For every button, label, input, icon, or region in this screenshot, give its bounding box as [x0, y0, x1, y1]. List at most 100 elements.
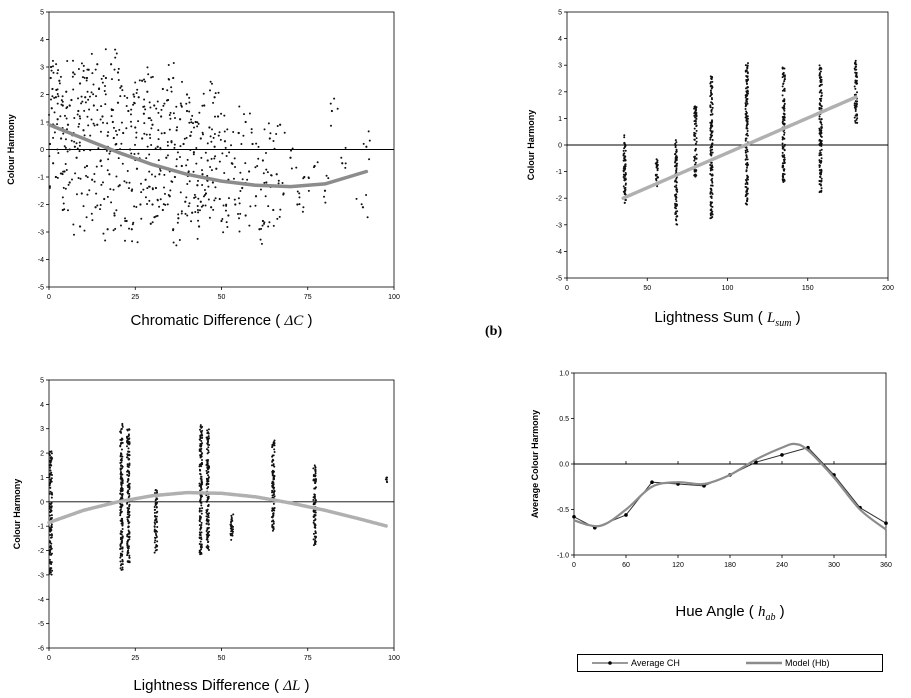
data-point [746, 175, 749, 178]
data-point [368, 139, 371, 142]
data-point [153, 521, 156, 524]
data-point [114, 48, 117, 51]
data-point [199, 501, 202, 504]
data-point [272, 502, 275, 505]
data-point [254, 195, 258, 198]
model-curve [47, 490, 389, 528]
data-point [180, 212, 183, 215]
data-point [854, 100, 857, 103]
data-point [119, 519, 122, 522]
data-point [153, 551, 156, 554]
data-point [674, 193, 677, 196]
data-point [103, 89, 106, 92]
data-point [126, 535, 129, 538]
data-point [127, 529, 130, 532]
data-point [48, 546, 51, 549]
data-point [121, 566, 124, 569]
data-point [168, 128, 171, 131]
data-point [85, 216, 88, 219]
data-point [66, 59, 69, 62]
data-point [694, 142, 697, 145]
data-point [856, 91, 859, 94]
data-point [674, 139, 677, 142]
data-point [656, 185, 659, 188]
data-point [80, 95, 83, 98]
data-point [200, 478, 203, 481]
data-point [782, 175, 785, 178]
data-point [120, 505, 123, 508]
data-point [855, 65, 858, 68]
data-point [115, 175, 118, 178]
data-point [711, 184, 714, 187]
data-point [206, 541, 209, 544]
data-point [63, 208, 66, 211]
y-tick-label: 0.0 [559, 462, 569, 469]
data-point [206, 513, 209, 516]
data-point [54, 175, 58, 179]
data-point [195, 147, 198, 150]
data-point [314, 540, 317, 543]
data-point [312, 467, 315, 470]
data-point [127, 551, 130, 554]
data-point [188, 110, 191, 113]
data-point [263, 221, 266, 224]
data-point [709, 75, 712, 78]
x-tick-label: 60 [622, 562, 630, 569]
data-point [745, 90, 748, 93]
data-point [200, 521, 203, 524]
data-point [782, 99, 785, 102]
data-point [155, 515, 158, 518]
data-point [747, 163, 750, 166]
data-point [94, 68, 97, 71]
data-point [206, 142, 209, 145]
data-point [340, 156, 343, 159]
data-point [695, 129, 698, 132]
data-point [119, 514, 122, 517]
data-point [120, 476, 123, 479]
data-point [820, 179, 823, 182]
data-point [745, 181, 748, 184]
data-point [148, 153, 151, 156]
data-point [135, 167, 139, 170]
data-point [819, 104, 822, 107]
data-point [56, 176, 59, 179]
data-point [695, 124, 698, 127]
data-point [103, 197, 106, 201]
data-point [205, 483, 208, 486]
data-point [50, 107, 53, 110]
data-point [169, 117, 172, 120]
data-point [819, 76, 822, 79]
data-point [199, 516, 202, 519]
data-point [61, 104, 64, 107]
data-point [746, 129, 749, 132]
data-point [747, 78, 750, 81]
data-point [188, 96, 191, 99]
y-tick-label: -2 [38, 548, 44, 555]
data-point [313, 503, 316, 506]
y-tick-label: 4 [40, 402, 44, 409]
data-point [745, 133, 748, 136]
data-point [854, 109, 857, 112]
data-point [783, 131, 786, 134]
data-point [248, 170, 251, 173]
series-point-average-ch [624, 513, 628, 517]
data-point [622, 153, 625, 156]
x-tick-label: 0 [47, 655, 51, 662]
data-point [131, 240, 134, 243]
data-point [654, 173, 657, 176]
data-point [675, 207, 678, 210]
data-point [819, 183, 822, 186]
data-point [101, 81, 104, 84]
data-point [312, 544, 315, 547]
data-point [137, 96, 140, 99]
data-point [745, 137, 748, 140]
data-point [206, 452, 209, 455]
data-point [205, 477, 208, 480]
data-point [746, 158, 749, 161]
data-point [66, 123, 70, 126]
data-point [50, 553, 53, 556]
data-point [93, 172, 96, 175]
data-point [163, 102, 166, 105]
data-point [255, 142, 258, 145]
data-point [709, 217, 712, 220]
